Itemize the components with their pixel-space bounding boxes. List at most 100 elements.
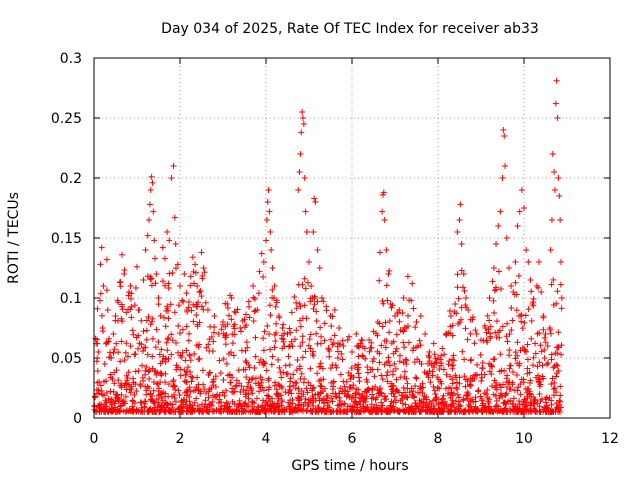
- data-point-dense: [257, 374, 264, 381]
- data-point: [183, 290, 190, 297]
- data-point-dense: [481, 322, 488, 329]
- data-point-dense: [410, 305, 417, 312]
- data-point-dense: [555, 344, 562, 351]
- data-point-dense: [201, 269, 208, 276]
- data-point: [314, 247, 321, 253]
- data-point-dense: [150, 387, 157, 394]
- data-point-dense: [339, 337, 346, 344]
- data-point-dense: [453, 379, 460, 386]
- data-point-dense: [310, 402, 317, 409]
- data-point-dense: [508, 327, 515, 334]
- data-point-dense: [282, 362, 289, 369]
- data-point-dense: [466, 382, 473, 389]
- data-point-dense: [524, 356, 531, 363]
- data-point-dense: [139, 374, 146, 381]
- data-point-dense: [452, 372, 459, 379]
- data-point-dense: [96, 297, 103, 304]
- data-point-dense: [438, 352, 445, 359]
- data-point-dense: [441, 398, 448, 405]
- data-point-dense: [132, 284, 139, 291]
- data-point-dense: [224, 304, 231, 311]
- data-point-dense: [415, 405, 422, 412]
- data-point-dense: [536, 391, 543, 398]
- data-point-dense: [193, 312, 200, 319]
- data-point-dense: [477, 393, 484, 400]
- x-tick-label-6: 6: [348, 431, 357, 447]
- data-point-dense: [450, 352, 457, 359]
- data-point-dense: [222, 341, 229, 348]
- data-point-dense: [478, 374, 485, 381]
- data-point-dense: [143, 327, 150, 334]
- data-point-dense: [394, 310, 401, 317]
- data-point-dense: [183, 368, 190, 375]
- data-point-dense: [505, 398, 512, 405]
- data-point-dense: [186, 351, 193, 358]
- data-point: [152, 255, 159, 262]
- data-point-dense: [517, 313, 524, 320]
- data-point-dense: [209, 348, 216, 355]
- data-point-dense: [492, 384, 499, 391]
- data-point-dense: [154, 380, 161, 387]
- data-point-dense: [557, 281, 564, 288]
- data-point-dense: [269, 286, 276, 293]
- data-point-dense: [383, 282, 390, 289]
- data-point-dense: [393, 345, 400, 352]
- data-point: [553, 77, 560, 84]
- data-point-dense: [449, 362, 456, 369]
- data-point-dense: [482, 404, 489, 411]
- data-point-dense: [424, 370, 431, 377]
- data-point-dense: [127, 389, 134, 396]
- data-point-dense: [337, 385, 344, 392]
- data-point-dense: [417, 389, 424, 396]
- data-point-dense: [257, 356, 264, 363]
- data-point-dense: [401, 344, 408, 351]
- data-point-dense: [173, 339, 180, 346]
- data-point-dense: [113, 340, 120, 347]
- data-point: [228, 295, 235, 301]
- data-point-dense: [488, 361, 495, 368]
- data-point-dense: [368, 339, 375, 346]
- data-point-dense: [307, 407, 314, 414]
- x-tick-label-10: 10: [515, 431, 533, 447]
- data-point-dense: [541, 346, 548, 353]
- data-point-dense: [197, 390, 204, 397]
- data-point-dense: [192, 269, 199, 276]
- data-point-dense: [484, 386, 491, 393]
- data-point-dense: [536, 359, 543, 366]
- data-point: [98, 244, 105, 251]
- data-point-dense: [497, 286, 504, 293]
- data-point-dense: [359, 337, 366, 344]
- data-point-dense: [108, 398, 115, 405]
- data-point-dense: [321, 320, 328, 327]
- data-point-dense: [117, 358, 124, 365]
- data-point-dense: [412, 383, 419, 390]
- data-point-dense: [206, 336, 213, 343]
- data-point-dense: [128, 295, 135, 302]
- data-point-dense: [154, 381, 161, 388]
- plot-frame: [93, 57, 611, 419]
- data-point-dense: [130, 331, 137, 338]
- data-point: [260, 259, 267, 265]
- data-point-dense: [291, 336, 298, 343]
- data-point-dense: [199, 367, 206, 374]
- data-point-dense: [458, 304, 465, 311]
- data-point-dense: [157, 360, 164, 367]
- data-point-dense: [196, 405, 203, 412]
- data-point-dense: [348, 405, 355, 412]
- data-point-dense: [107, 388, 114, 395]
- data-point: [155, 295, 162, 301]
- data-point-dense: [121, 267, 128, 274]
- data-point-dense: [381, 392, 388, 399]
- data-point-dense: [258, 404, 265, 411]
- data-point: [554, 115, 561, 121]
- data-point-dense: [524, 393, 531, 400]
- data-point-dense: [360, 397, 367, 404]
- data-point-dense: [165, 355, 172, 362]
- data-point-dense: [165, 381, 172, 388]
- data-point: [164, 229, 171, 235]
- data-point: [149, 179, 156, 186]
- data-point: [400, 295, 407, 301]
- data-point: [385, 271, 392, 277]
- data-point-dense: [286, 325, 293, 332]
- data-point: [150, 208, 157, 215]
